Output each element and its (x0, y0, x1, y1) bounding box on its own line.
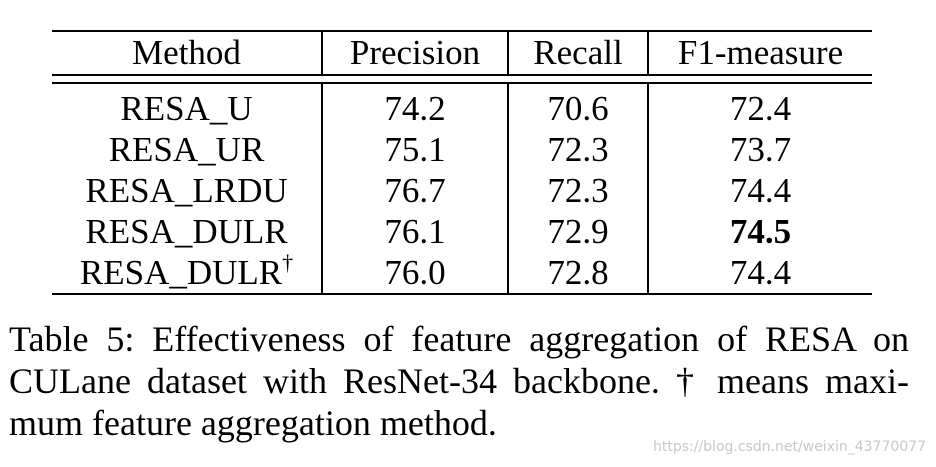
precision-cell: 76.1 (321, 211, 508, 252)
precision-cell: 76.0 (321, 252, 508, 295)
table-caption: Table 5: Effectiveness of feature aggreg… (9, 318, 909, 444)
method-cell: RESA_U (120, 88, 253, 128)
table-row: RESA_LRDU 76.7 72.3 74.4 (52, 170, 872, 211)
recall-cell: 72.3 (507, 170, 648, 211)
recall-cell: 72.3 (507, 129, 648, 170)
watermark: https://blog.csdn.net/weixin_43770077 (652, 439, 926, 455)
header-double-rule (52, 74, 872, 84)
f1-cell: 73.7 (647, 129, 872, 170)
header-recall: Recall (507, 30, 648, 75)
f1-cell: 72.4 (647, 83, 872, 129)
table-row: RESA_DULR† 76.0 72.8 74.4 (52, 249, 872, 295)
method-name: RESA_DULR (79, 252, 283, 292)
method-cell: RESA_DULR† (52, 249, 322, 295)
precision-cell: 75.1 (321, 129, 508, 170)
table-header-row: Method Precision Recall F1-measure (52, 30, 872, 75)
f1-cell: 74.4 (647, 170, 872, 211)
table-row: RESA_UR 75.1 72.3 73.7 (52, 129, 872, 170)
dagger-mark: † (282, 249, 294, 275)
header-method: Method (52, 30, 322, 75)
caption-line: Table 5: Effectiveness of feature aggreg… (9, 319, 909, 359)
precision-cell: 76.7 (321, 170, 508, 211)
method-cell: RESA_LRDU (85, 170, 288, 210)
caption-line: CULane dataset with ResNet-34 backbone. … (9, 361, 909, 401)
f1-cell-best: 74.5 (647, 211, 872, 252)
recall-cell: 72.8 (507, 252, 648, 295)
table-row: RESA_U 74.2 70.6 72.4 (52, 83, 872, 129)
caption-line: mum feature aggregation method. (9, 403, 497, 443)
method-cell: RESA_DULR (85, 211, 288, 251)
precision-cell: 74.2 (321, 83, 508, 129)
method-cell: RESA_UR (108, 129, 265, 169)
results-table: Method Precision Recall F1-measure RESA_… (52, 30, 872, 295)
header-precision: Precision (321, 30, 508, 75)
header-f1: F1-measure (647, 30, 872, 75)
f1-cell: 74.4 (647, 252, 872, 295)
table-row: RESA_DULR 76.1 72.9 74.5 (52, 211, 872, 252)
results-table-container: Method Precision Recall F1-measure RESA_… (52, 30, 872, 295)
recall-cell: 70.6 (507, 83, 648, 129)
recall-cell: 72.9 (507, 211, 648, 252)
